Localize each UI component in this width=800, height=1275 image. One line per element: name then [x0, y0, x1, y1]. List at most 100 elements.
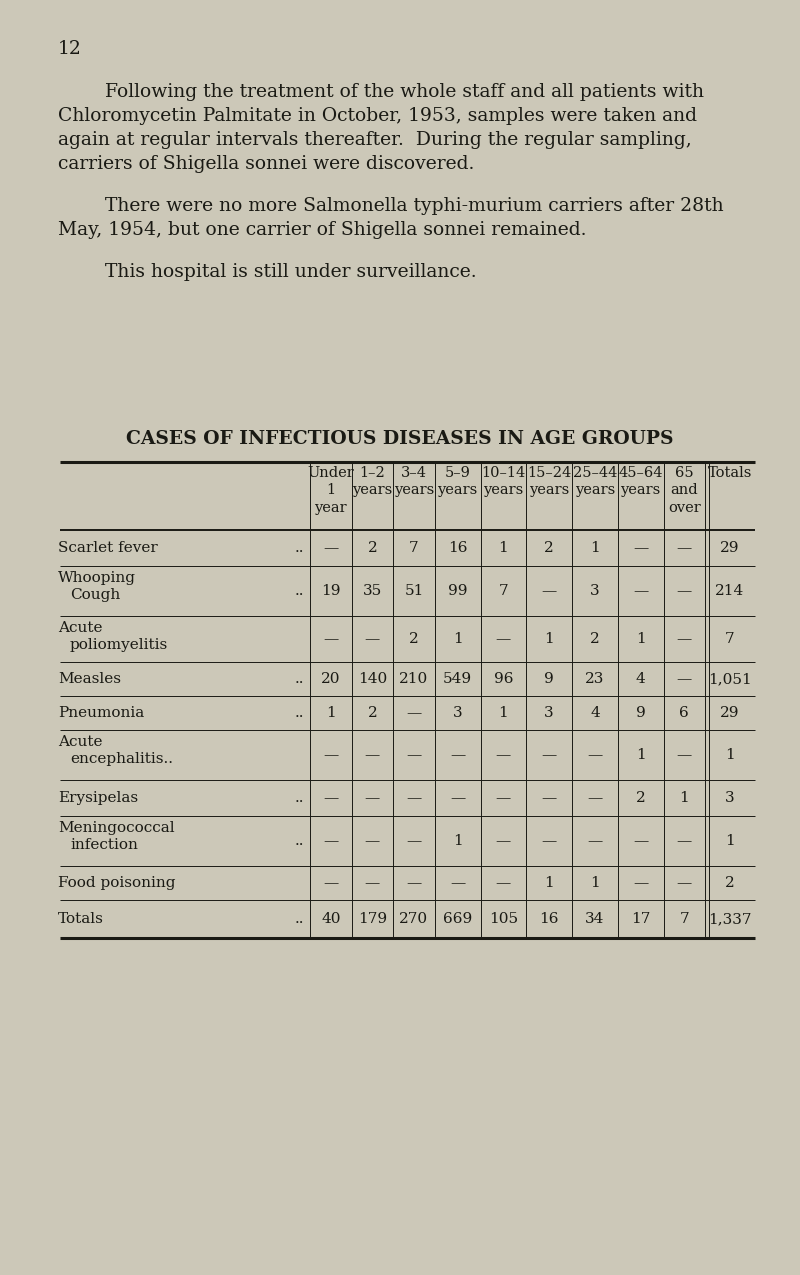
- Text: 1: 1: [498, 706, 508, 720]
- Text: 7: 7: [498, 584, 508, 598]
- Text: 4: 4: [636, 672, 646, 686]
- Text: 3: 3: [453, 706, 462, 720]
- Text: —: —: [323, 632, 338, 646]
- Text: 16: 16: [448, 541, 467, 555]
- Text: —: —: [677, 834, 692, 848]
- Text: —: —: [406, 790, 422, 805]
- Text: 1: 1: [544, 876, 554, 890]
- Text: 1: 1: [544, 632, 554, 646]
- Text: —: —: [677, 541, 692, 555]
- Text: 99: 99: [448, 584, 467, 598]
- Text: —: —: [450, 748, 466, 762]
- Text: 179: 179: [358, 912, 387, 926]
- Text: Cough: Cough: [70, 588, 120, 602]
- Text: ..: ..: [294, 584, 304, 598]
- Text: —: —: [323, 748, 338, 762]
- Text: ..: ..: [294, 912, 304, 926]
- Text: —: —: [587, 834, 602, 848]
- Text: This hospital is still under surveillance.: This hospital is still under surveillanc…: [105, 263, 477, 280]
- Text: 7: 7: [409, 541, 418, 555]
- Text: 25–44
years: 25–44 years: [573, 465, 617, 497]
- Text: again at regular intervals thereafter.  During the regular sampling,: again at regular intervals thereafter. D…: [58, 131, 692, 149]
- Text: Food poisoning: Food poisoning: [58, 876, 175, 890]
- Text: There were no more Salmonella typhi-murium carriers after 28th: There were no more Salmonella typhi-muri…: [105, 198, 724, 215]
- Text: —: —: [542, 834, 557, 848]
- Text: —: —: [542, 584, 557, 598]
- Text: 1: 1: [453, 834, 462, 848]
- Text: —: —: [406, 876, 422, 890]
- Text: Measles: Measles: [58, 672, 121, 686]
- Text: Scarlet fever: Scarlet fever: [58, 541, 158, 555]
- Text: 15–24
years: 15–24 years: [527, 465, 571, 497]
- Text: 6: 6: [679, 706, 689, 720]
- Text: 1: 1: [453, 632, 462, 646]
- Text: —: —: [633, 876, 648, 890]
- Text: Totals: Totals: [58, 912, 104, 926]
- Text: Following the treatment of the whole staff and all patients with: Following the treatment of the whole sta…: [105, 83, 704, 101]
- Text: 3: 3: [726, 790, 735, 805]
- Text: 1: 1: [636, 748, 646, 762]
- Text: —: —: [365, 834, 380, 848]
- Text: Under
1
year: Under 1 year: [307, 465, 354, 515]
- Text: 23: 23: [585, 672, 605, 686]
- Text: Totals: Totals: [708, 465, 752, 479]
- Text: 105: 105: [489, 912, 518, 926]
- Text: 17: 17: [631, 912, 650, 926]
- Text: 1: 1: [590, 876, 600, 890]
- Text: 29: 29: [720, 541, 740, 555]
- Text: CASES OF INFECTIOUS DISEASES IN AGE GROUPS: CASES OF INFECTIOUS DISEASES IN AGE GROU…: [126, 430, 674, 448]
- Text: 1: 1: [590, 541, 600, 555]
- Text: —: —: [633, 541, 648, 555]
- Text: Meningococcal: Meningococcal: [58, 821, 174, 835]
- Text: 1–2
years: 1–2 years: [352, 465, 393, 497]
- Text: 1,337: 1,337: [708, 912, 752, 926]
- Text: 2: 2: [590, 632, 600, 646]
- Text: Chloromycetin Palmitate in October, 1953, samples were taken and: Chloromycetin Palmitate in October, 1953…: [58, 107, 697, 125]
- Text: —: —: [323, 541, 338, 555]
- Text: —: —: [677, 748, 692, 762]
- Text: —: —: [542, 790, 557, 805]
- Text: —: —: [677, 584, 692, 598]
- Text: —: —: [450, 790, 466, 805]
- Text: 2: 2: [409, 632, 419, 646]
- Text: 3: 3: [590, 584, 600, 598]
- Text: 214: 214: [715, 584, 745, 598]
- Text: 5–9
years: 5–9 years: [438, 465, 478, 497]
- Text: —: —: [587, 790, 602, 805]
- Text: Erysipelas: Erysipelas: [58, 790, 138, 805]
- Text: —: —: [365, 876, 380, 890]
- Text: infection: infection: [70, 838, 138, 852]
- Text: —: —: [677, 632, 692, 646]
- Text: 1: 1: [679, 790, 689, 805]
- Text: ..: ..: [294, 834, 304, 848]
- Text: 16: 16: [539, 912, 559, 926]
- Text: —: —: [406, 706, 422, 720]
- Text: —: —: [496, 790, 511, 805]
- Text: —: —: [496, 748, 511, 762]
- Text: 2: 2: [367, 706, 378, 720]
- Text: 2: 2: [544, 541, 554, 555]
- Text: 549: 549: [443, 672, 472, 686]
- Text: —: —: [496, 834, 511, 848]
- Text: —: —: [323, 876, 338, 890]
- Text: 40: 40: [321, 912, 341, 926]
- Text: 34: 34: [585, 912, 605, 926]
- Text: 210: 210: [399, 672, 429, 686]
- Text: —: —: [323, 834, 338, 848]
- Text: —: —: [633, 834, 648, 848]
- Text: 96: 96: [494, 672, 513, 686]
- Text: ..: ..: [294, 672, 304, 686]
- Text: Pneumonia: Pneumonia: [58, 706, 144, 720]
- Text: 669: 669: [443, 912, 472, 926]
- Text: carriers of Shigella sonnei were discovered.: carriers of Shigella sonnei were discove…: [58, 156, 474, 173]
- Text: 7: 7: [679, 912, 689, 926]
- Text: —: —: [406, 834, 422, 848]
- Text: 7: 7: [726, 632, 735, 646]
- Text: —: —: [323, 790, 338, 805]
- Text: ..: ..: [294, 790, 304, 805]
- Text: —: —: [677, 672, 692, 686]
- Text: —: —: [496, 876, 511, 890]
- Text: —: —: [542, 748, 557, 762]
- Text: —: —: [496, 632, 511, 646]
- Text: 45–64
years: 45–64 years: [618, 465, 663, 497]
